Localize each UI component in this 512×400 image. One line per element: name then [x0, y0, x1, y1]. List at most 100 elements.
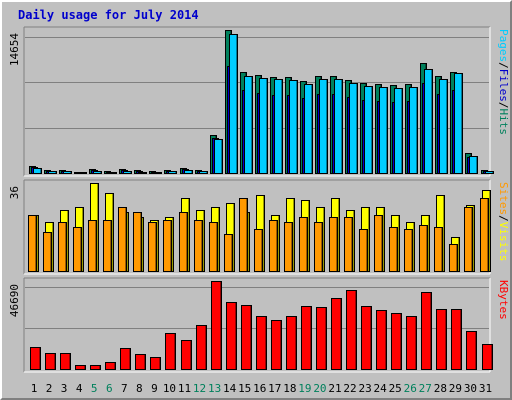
bar-pages-day-27 [424, 69, 433, 174]
bar-pages-day-15 [244, 76, 253, 174]
bar-shade [97, 184, 98, 271]
bar-body [329, 217, 338, 272]
x-tick-label-day-30: 30 [464, 382, 477, 395]
bar-body [78, 172, 87, 174]
bar-body [254, 229, 263, 272]
bar-shade [265, 317, 266, 369]
bar-kbytes-day-31 [482, 344, 493, 370]
x-tick-label-day-19: 19 [298, 382, 311, 395]
bar-shade [413, 223, 414, 271]
bar-sites-day-12 [194, 220, 203, 272]
bar-body [93, 171, 102, 174]
bar-pages-day-22 [349, 83, 358, 174]
bar-shade [415, 317, 416, 369]
bar-pages-day-4 [78, 172, 87, 174]
bar-body [120, 348, 131, 370]
bar-pages-day-23 [364, 86, 373, 174]
x-tick-label-day-25: 25 [389, 382, 402, 395]
bar-body [394, 88, 403, 174]
legend-item: Hits [497, 109, 510, 136]
bar-body [224, 234, 233, 272]
bar-shade [308, 201, 309, 271]
bar-shade [293, 199, 294, 271]
bar-body [209, 222, 218, 272]
bar-shade [67, 211, 68, 271]
bar-shade [280, 321, 281, 369]
x-tick-label-day-5: 5 [91, 382, 98, 395]
bar-kbytes-day-16 [256, 316, 267, 370]
bar-shade [170, 221, 171, 271]
bar-shade [191, 171, 192, 173]
bar-shade [82, 208, 83, 271]
bar-pages-day-20 [319, 79, 328, 174]
bar-body [229, 34, 238, 174]
bar-body [449, 244, 458, 272]
bar-body [434, 227, 443, 272]
bar-kbytes-day-9 [150, 357, 161, 370]
bar-sites-day-4 [73, 227, 82, 272]
bar-body [90, 365, 101, 370]
bar-shade [366, 230, 367, 271]
legend-item: Pages [497, 29, 510, 62]
bar-shade [356, 84, 357, 173]
bar-body [404, 229, 413, 272]
bar-shade [129, 349, 130, 369]
bar-sites-day-2 [43, 232, 52, 272]
bar-shade [266, 79, 267, 173]
bar-body [406, 316, 417, 370]
bar-body [226, 302, 237, 370]
bar-pages-day-7 [123, 171, 132, 174]
bar-body [299, 217, 308, 272]
bar-shade [174, 334, 175, 369]
legend-item: Visits [497, 222, 510, 262]
bar-kbytes-day-8 [135, 354, 146, 370]
bar-shade [353, 211, 354, 271]
x-tick-label-day-18: 18 [283, 382, 296, 395]
bar-shade [201, 221, 202, 271]
bar-body [346, 290, 357, 370]
bar-shade [306, 218, 307, 271]
bar-body [199, 171, 208, 174]
bar-shade [69, 354, 70, 369]
bar-body [284, 222, 293, 272]
bar-shade [336, 218, 337, 271]
bar-shade [460, 310, 461, 369]
x-tick-label-day-31: 31 [479, 382, 492, 395]
legend-item: Files [497, 69, 510, 102]
series-sites [28, 198, 489, 272]
bar-sites-day-29 [449, 244, 458, 272]
bar-body [391, 313, 402, 370]
bar-shade [248, 213, 249, 271]
bar-body [269, 220, 278, 272]
bar-pages-day-13 [214, 139, 223, 174]
bar-body [451, 309, 462, 370]
bar-kbytes-day-17 [271, 320, 282, 370]
bar-body [75, 365, 86, 370]
bar-shade [37, 216, 38, 271]
bar-pages-day-30 [469, 156, 478, 174]
bar-shade [430, 293, 431, 369]
bar-kbytes-day-21 [331, 298, 342, 370]
bar-pages-day-28 [439, 79, 448, 174]
series-pages [33, 34, 494, 174]
bar-body [165, 333, 176, 370]
bar-shade [95, 221, 96, 271]
bar-sites-day-22 [344, 217, 353, 272]
bar-body [148, 222, 157, 272]
bar-kbytes-day-29 [451, 309, 462, 370]
bar-shade [276, 221, 277, 271]
bar-sites-day-14 [224, 234, 233, 272]
bar-kbytes-day-28 [436, 309, 447, 370]
bar-body [48, 171, 57, 174]
bar-body [436, 309, 447, 370]
bar-shade [127, 213, 128, 271]
bar-body [153, 172, 162, 174]
bar-shade [370, 307, 371, 369]
x-tick-label-day-12: 12 [193, 382, 206, 395]
bar-sites-day-10 [163, 220, 172, 272]
bar-kbytes-day-10 [165, 333, 176, 370]
bar-body [389, 227, 398, 272]
bar-shade [456, 245, 457, 271]
bar-body [424, 69, 433, 174]
bar-shade [80, 228, 81, 271]
